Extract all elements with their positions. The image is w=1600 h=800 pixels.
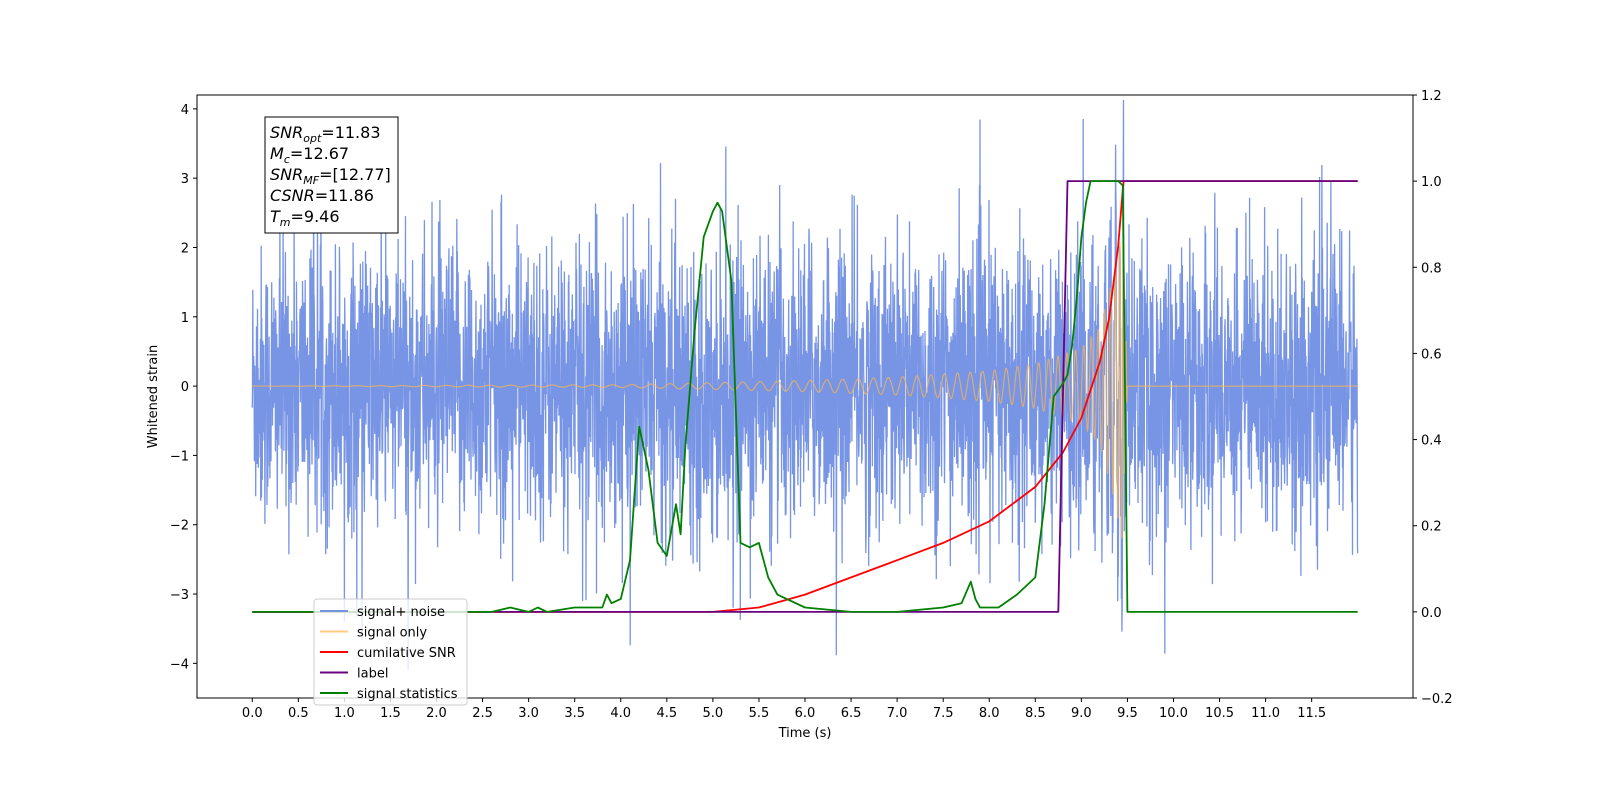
annotation-frame [264, 116, 399, 234]
y-axis-left-ticks: 4 3 2 1 0 −1 −2 −3 −4 [170, 103, 197, 672]
y-left-tick-label: −1 [170, 449, 189, 464]
y-right-tick-label: 0.2 [1421, 520, 1442, 535]
x-tick-label: 4.0 [610, 706, 631, 721]
x-tick-label: 7.0 [887, 706, 908, 721]
y-left-tick-label: −3 [170, 588, 189, 603]
x-tick-label: 0.0 [242, 706, 263, 721]
x-tick-label: 0.5 [288, 706, 309, 721]
x-tick-label: 9.0 [1071, 706, 1092, 721]
y-left-tick-label: 3 [181, 172, 189, 187]
x-tick-label: 9.5 [1117, 706, 1138, 721]
legend-frame [313, 598, 468, 706]
label-line [252, 180, 1358, 613]
y-axis-left-label: Whitened strain [146, 345, 161, 448]
y-right-tick-label: 0.6 [1421, 347, 1442, 362]
annotation-line: SNRMF=[12.77] [270, 165, 391, 187]
y-axis-right-ticks: 1.2 1.0 0.8 0.6 0.4 0.2 0.0 −0.2 [1413, 89, 1453, 707]
x-tick-label: 3.0 [518, 706, 539, 721]
signal-statistics-line [252, 180, 1358, 613]
x-tick-label: 10.0 [1159, 706, 1188, 721]
x-tick-label: 5.0 [703, 706, 724, 721]
x-tick-label: 10.5 [1205, 706, 1234, 721]
legend-label: cumilative SNR [357, 646, 456, 661]
x-tick-label: 3.5 [564, 706, 585, 721]
right-axis-series [252, 180, 1358, 613]
y-left-tick-label: 0 [181, 380, 189, 395]
signal-noise-line [251, 99, 1359, 671]
x-axis-label: Time (s) [778, 726, 832, 741]
x-tick-label: 11.5 [1297, 706, 1326, 721]
x-axis-ticks: 0.0 0.5 1.0 1.5 2.0 2.5 3.0 3.5 4.0 4.5 5.0 5.5 6.0 6… [242, 698, 1326, 721]
annotation-line: Mc=12.67 [270, 144, 349, 166]
annotation-box: SNRopt=11.83Mc=12.67SNRMF=[12.77]CSNR=11… [264, 116, 399, 234]
y-right-tick-label: 0.8 [1421, 261, 1442, 276]
x-tick-label: 2.0 [426, 706, 447, 721]
legend-label: signal only [357, 626, 427, 641]
x-tick-label: 8.5 [1025, 706, 1046, 721]
x-tick-label: 1.0 [334, 706, 355, 721]
legend-label: signal+ noise [357, 605, 445, 620]
x-tick-label: 11.0 [1251, 706, 1280, 721]
y-left-tick-label: −2 [170, 519, 189, 534]
y-right-tick-label: −0.2 [1421, 692, 1453, 707]
annotation-line: Tm=9.46 [270, 207, 340, 229]
signal-only-line [252, 242, 1358, 539]
y-right-tick-label: 1.0 [1421, 175, 1442, 190]
y-left-tick-label: 4 [181, 103, 189, 118]
x-tick-label: 7.5 [933, 706, 954, 721]
legend-label: label [357, 667, 388, 682]
cumilative-snr-line [252, 180, 1358, 613]
y-left-tick-label: 2 [181, 241, 189, 256]
x-tick-label: 1.5 [380, 706, 401, 721]
x-tick-label: 8.0 [979, 706, 1000, 721]
annotation-line: CSNR=11.86 [270, 186, 374, 205]
legend: signal+ noise signal only cumilative SNR la… [313, 598, 468, 706]
x-tick-label: 6.5 [841, 706, 862, 721]
y-left-tick-label: −4 [170, 657, 189, 672]
series-signal-noise [251, 99, 1359, 671]
legend-label: signal statistics [357, 687, 458, 702]
x-tick-label: 6.0 [795, 706, 816, 721]
y-right-tick-label: 1.2 [1421, 89, 1442, 104]
y-right-tick-label: 0.4 [1421, 434, 1442, 449]
series-signal-only [252, 242, 1358, 539]
x-tick-label: 4.5 [656, 706, 677, 721]
x-tick-label: 5.5 [749, 706, 770, 721]
y-left-tick-label: 1 [181, 311, 189, 326]
x-tick-label: 2.5 [472, 706, 493, 721]
y-right-tick-label: 0.0 [1421, 606, 1442, 621]
annotation-line: SNRopt=11.83 [270, 123, 381, 145]
